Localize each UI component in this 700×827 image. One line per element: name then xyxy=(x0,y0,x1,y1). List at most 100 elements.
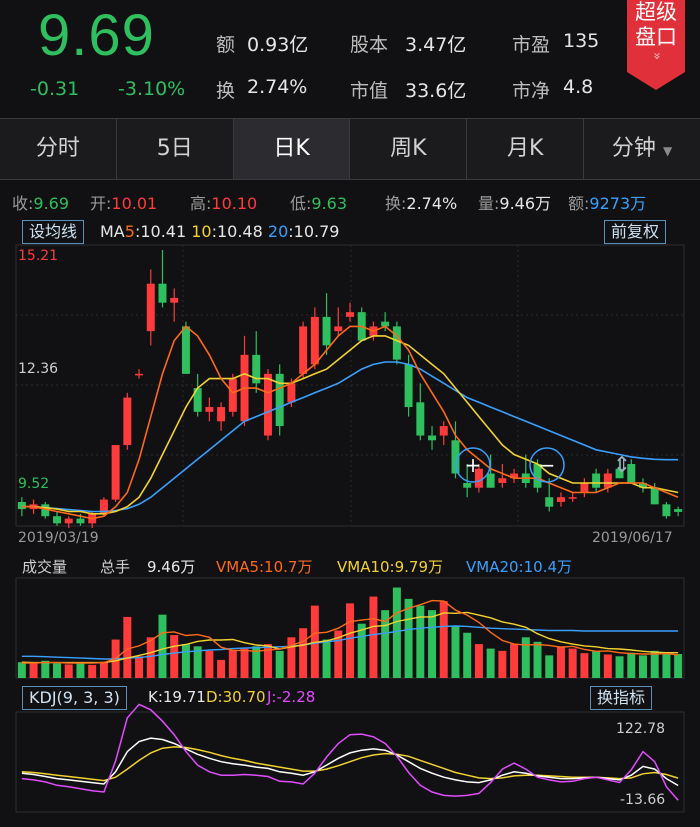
caret-down-icon: ▼ xyxy=(662,144,673,158)
candle-body xyxy=(486,473,495,488)
candle-body xyxy=(416,402,425,436)
open-label: 开: xyxy=(90,194,112,213)
candle-body xyxy=(381,321,390,327)
move-arrows-icon: ⇕ xyxy=(613,453,631,478)
period-tabs: 分时 5日 日K 周K 月K 分钟 ▼ xyxy=(0,118,700,180)
volume-bar xyxy=(615,656,624,678)
volume-bar xyxy=(428,610,437,678)
tab-minute[interactable]: 分钟 ▼ xyxy=(584,119,700,179)
kdj-k-value: K:19.71 xyxy=(148,688,206,706)
candle-body xyxy=(263,373,272,436)
volume-bar xyxy=(53,663,62,678)
ma10-line xyxy=(21,335,679,515)
volume-bar xyxy=(76,662,85,678)
candle-body xyxy=(533,464,542,488)
candle-body xyxy=(334,326,343,332)
volume-bar xyxy=(170,635,179,678)
tab-monthly-k[interactable]: 月K xyxy=(467,119,585,179)
turnover-label: 换: xyxy=(385,194,407,213)
volume-bar xyxy=(533,641,542,678)
volume-bar xyxy=(99,661,108,678)
candle-body xyxy=(76,518,85,524)
volume-bar xyxy=(510,644,519,678)
last-price: 9.69 xyxy=(38,3,155,68)
volume-bar xyxy=(135,656,144,678)
ma10-value: :10.48 xyxy=(211,222,263,241)
volume-value: 9.46万 xyxy=(499,194,552,213)
candle-body xyxy=(568,497,577,499)
volume-bar xyxy=(334,630,343,678)
stat-amount-value: 0.93亿 xyxy=(247,34,309,56)
volume-bar xyxy=(146,637,155,678)
candle-body xyxy=(428,435,437,441)
volume-bar xyxy=(416,605,425,678)
stat-turnover-label: 换 xyxy=(216,80,236,102)
date-end: 2019/06/17 xyxy=(592,530,673,546)
price-adjust-button[interactable]: 前复权 xyxy=(604,220,667,244)
switch-indicator-button[interactable]: 换指标 xyxy=(590,686,653,710)
high-label: 高: xyxy=(190,194,212,213)
ma20-key: 20 xyxy=(267,222,289,241)
tab-intraday[interactable]: 分时 xyxy=(0,119,117,179)
candle-body xyxy=(181,326,190,374)
tab-weekly-k[interactable]: 周K xyxy=(350,119,468,179)
volume-bar xyxy=(29,663,38,678)
volume-bar xyxy=(650,650,659,678)
candle-body xyxy=(170,297,179,303)
candle-body xyxy=(404,364,413,408)
volume-bar xyxy=(381,610,390,678)
candle-body xyxy=(498,478,507,483)
volume-bar xyxy=(287,637,296,678)
volume-bar xyxy=(674,654,683,678)
candle-body xyxy=(111,445,120,500)
stat-pe-value: 135 xyxy=(563,30,600,52)
volume-bar xyxy=(193,646,202,678)
volume-bar xyxy=(627,652,636,678)
kdj-k-line xyxy=(21,737,679,787)
super-orderbook-button[interactable]: 超级 盘口 » xyxy=(627,0,685,90)
candle-body xyxy=(463,482,472,488)
volume-title: 成交量 xyxy=(22,558,68,576)
volume-bar xyxy=(64,664,73,678)
volume-label: 量: xyxy=(478,194,500,213)
candle-body xyxy=(299,326,308,374)
zoom-out-icon: − xyxy=(539,453,556,477)
volume-bar xyxy=(474,644,483,678)
price-change-pct: -3.10% xyxy=(118,78,186,100)
candle-body xyxy=(510,473,519,479)
candle-body xyxy=(205,407,214,412)
vma20-value: VMA20:10.4万 xyxy=(466,558,573,576)
tab-daily-k[interactable]: 日K xyxy=(233,119,351,179)
volume-bar xyxy=(556,646,565,678)
candle-body xyxy=(64,518,73,524)
volume-bar xyxy=(603,654,612,678)
candle-body xyxy=(146,283,155,332)
candle-body xyxy=(287,383,296,403)
low-value: 9.63 xyxy=(311,194,348,213)
volume-bar xyxy=(392,587,401,678)
zoom-circle-icon xyxy=(455,447,491,483)
candle-body xyxy=(662,504,671,517)
candle-body xyxy=(674,509,683,512)
set-ma-button[interactable]: 设均线 xyxy=(22,220,85,244)
tab-5day[interactable]: 5日 xyxy=(117,119,234,179)
stat-shares-label: 股本 xyxy=(350,34,389,56)
open-value: 10.01 xyxy=(111,194,158,213)
volume-bar xyxy=(263,644,272,678)
stat-shares-value: 3.47亿 xyxy=(405,34,467,56)
candle-body xyxy=(99,499,108,514)
volume-bar xyxy=(521,637,530,678)
volume-bar xyxy=(205,650,214,678)
candle-body xyxy=(53,516,62,524)
candle-body xyxy=(592,473,601,488)
candle-body xyxy=(217,407,226,422)
candle-body xyxy=(41,504,50,517)
kdj-j-line xyxy=(21,703,679,801)
candle-body xyxy=(228,378,237,412)
kdj-axis-top: 122.78 xyxy=(616,721,665,737)
candle-body xyxy=(158,283,167,303)
volume-bar xyxy=(228,649,237,678)
volume-bar xyxy=(346,603,354,678)
stat-mktcap-value: 33.6亿 xyxy=(405,80,467,102)
